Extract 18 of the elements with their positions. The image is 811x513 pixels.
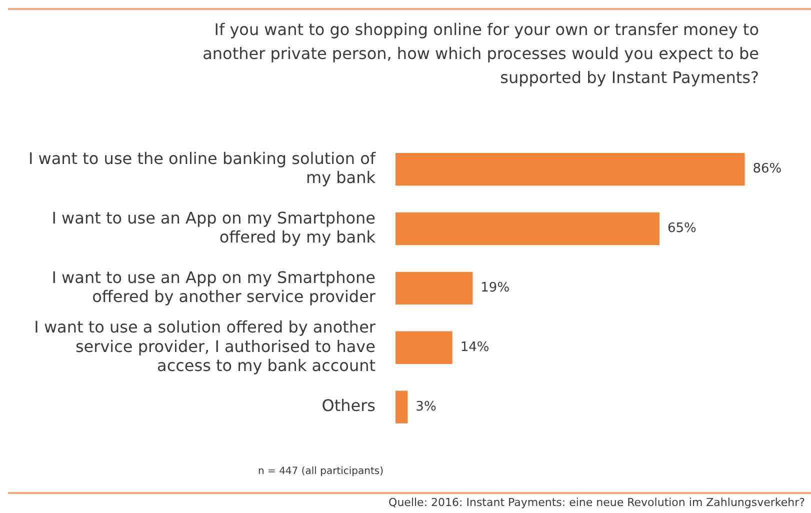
bar xyxy=(396,272,473,305)
bar xyxy=(396,390,408,424)
data-label: 19% xyxy=(480,280,510,296)
y-tick-label: I want to use an App on my Smartphone offered by another service provider xyxy=(52,268,376,306)
chart-title: If you want to go shopping online for your own or transfer money to another private person, how which processes would you expect to be supported by Instant Payments? xyxy=(202,19,759,89)
data-label: 86% xyxy=(752,162,782,177)
bar xyxy=(396,212,660,246)
text: n = 447 (all participants) xyxy=(258,466,384,477)
source-note: Quelle: 2016: Instant Payments: eine neue Revolution im Zahlungsverkehr? xyxy=(388,496,805,509)
y-tick-label: I want to use a solution offered by another service provider, I authorised to have access to my bank account xyxy=(34,318,376,375)
y-tick-label: Others xyxy=(322,396,376,416)
data-label: 14% xyxy=(460,340,490,356)
bar xyxy=(396,152,745,186)
data-label: 65% xyxy=(667,221,696,236)
y-tick-label: I want to use the online banking solution of my bank xyxy=(28,148,376,188)
data-label: 3% xyxy=(416,399,436,414)
y-tick-label: I want to use an App on my Smartphone offered by my bank xyxy=(52,208,376,247)
bar xyxy=(396,331,452,364)
